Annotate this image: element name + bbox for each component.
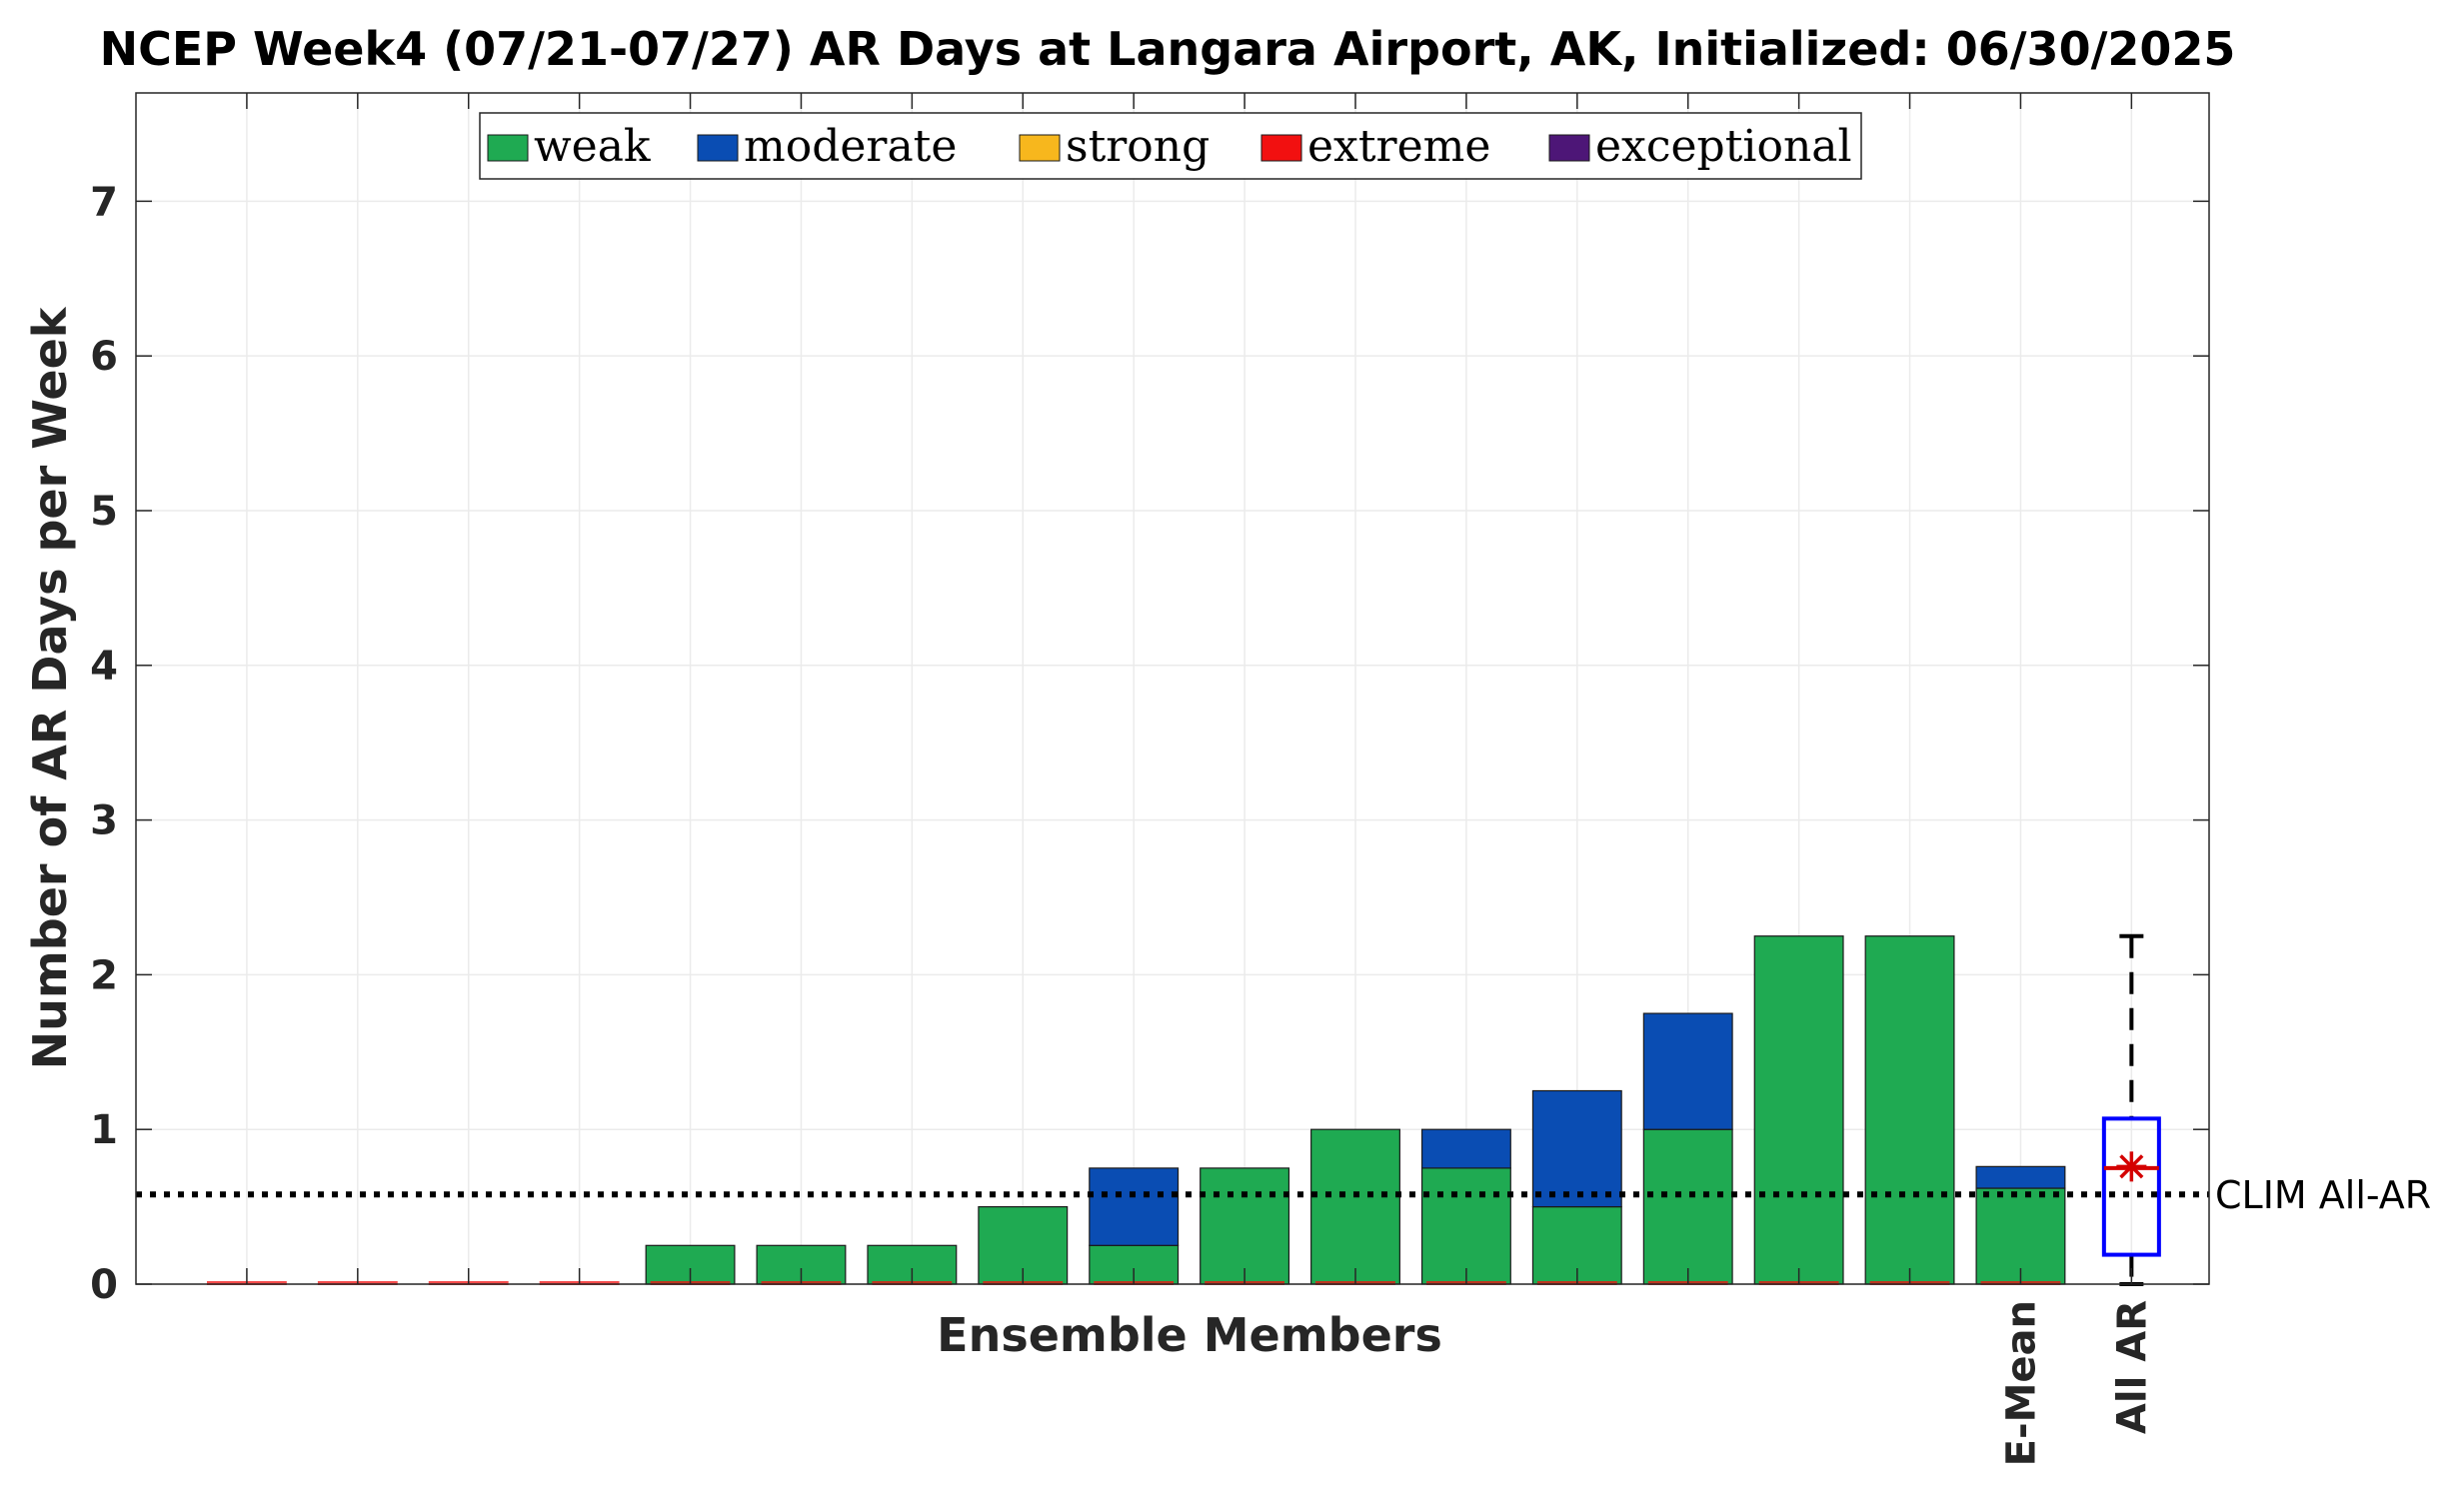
legend-label-exceptional: exceptional	[1595, 121, 1852, 172]
y-tick-label: 6	[90, 334, 118, 380]
bar-moderate	[1975, 1165, 2066, 1189]
mean-marker-stroke	[2119, 1154, 2144, 1179]
y-tick-label: 3	[90, 798, 118, 844]
axis-ticks	[136, 93, 2209, 1285]
y-tick-label: 2	[90, 952, 118, 998]
boxplot-mean-marker	[2116, 1151, 2147, 1182]
y-tick-label: 4	[90, 644, 118, 690]
plot-frame	[135, 92, 2210, 1285]
y-tick-label: 1	[90, 1107, 118, 1153]
bars	[645, 935, 2066, 1285]
climatology-line: CLIM All-AR	[136, 1173, 2431, 1217]
y-tick-label: 0	[90, 1262, 118, 1308]
legend-label-moderate: moderate	[744, 121, 957, 172]
climatology-label: CLIM All-AR	[2215, 1173, 2431, 1217]
bar-moderate	[1089, 1167, 1180, 1246]
legend-swatch-extreme	[1260, 134, 1302, 162]
legend: weak moderate strong extreme exceptional	[479, 112, 1862, 180]
legend-swatch-exceptional	[1548, 134, 1590, 162]
boxplot-box	[2101, 1116, 2161, 1257]
x-tick-label: All AR	[2109, 1300, 2155, 1434]
y-tick-label: 5	[90, 489, 118, 535]
y-axis-label: Number of AR Days per Week	[23, 306, 77, 1069]
bar-weak	[1200, 1167, 1290, 1285]
x-axis-label: Ensemble Members	[937, 1308, 1442, 1362]
legend-swatch-weak	[487, 134, 529, 162]
bar-weak	[1864, 935, 1955, 1285]
bar-weak	[1753, 935, 1844, 1285]
bar-moderate	[1642, 1012, 1733, 1130]
y-tick-label: 7	[90, 179, 118, 225]
legend-label-weak: weak	[534, 121, 651, 172]
chart-title: NCEP Week4 (07/21-07/27) AR Days at Lang…	[100, 22, 2236, 76]
legend-swatch-strong	[1019, 134, 1061, 162]
bar-moderate	[1420, 1128, 1511, 1169]
bar-weak	[1310, 1128, 1400, 1285]
x-tick-labels: E-Mean All AR	[1998, 1300, 2155, 1466]
legend-label-extreme: extreme	[1307, 121, 1490, 172]
x-tick-label: E-Mean	[1998, 1300, 2044, 1466]
y-tick-labels: 0 1 2 3 4 5 6 7	[90, 179, 118, 1308]
legend-swatch-moderate	[697, 134, 739, 162]
legend-label-strong: strong	[1066, 121, 1210, 172]
bar-weak	[1420, 1167, 1511, 1285]
bar-weak	[1642, 1128, 1733, 1285]
bar-moderate	[1531, 1089, 1622, 1208]
